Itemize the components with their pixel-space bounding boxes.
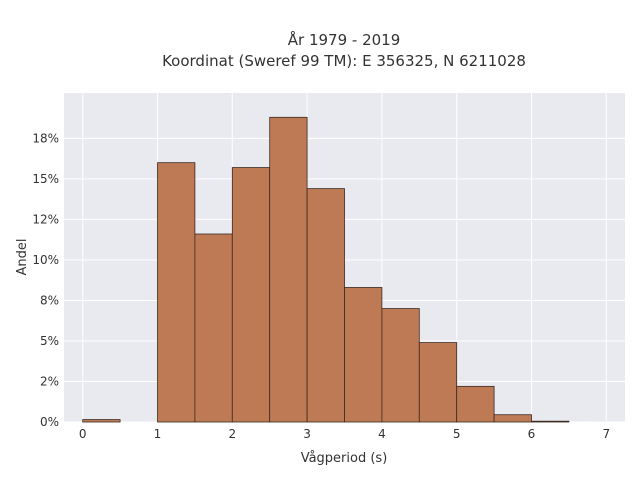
x-tick-label-0: 0 <box>79 427 87 441</box>
chart-title-line-2: Koordinat (Sweref 99 TM): E 356325, N 62… <box>162 52 526 70</box>
histogram-bar-12 <box>531 420 570 423</box>
x-axis-ticks: 0 1 2 3 4 5 6 7 <box>79 427 610 441</box>
histogram-bar-2 <box>157 162 196 423</box>
histogram-bar-9 <box>418 342 458 423</box>
histogram-bar-11 <box>493 414 532 423</box>
histogram-bar-8 <box>381 308 420 423</box>
histogram-bar-3 <box>194 233 233 423</box>
y-tick-label-6: 15% <box>32 172 59 186</box>
histogram-bar-4 <box>231 167 271 423</box>
y-tick-label-4: 10% <box>32 253 59 267</box>
chart-title-line-1: År 1979 - 2019 <box>288 30 401 49</box>
x-axis-label: Vågperiod (s) <box>301 451 388 466</box>
y-tick-label-3: 8% <box>40 293 59 307</box>
y-tick-label-1: 2% <box>40 374 59 388</box>
histogram-bar-7 <box>344 287 383 423</box>
y-axis-ticks: 0% 2% 5% 8% 10% 12% 15% 18% <box>32 131 59 429</box>
x-tick-label-4: 4 <box>378 427 386 441</box>
histogram-bar-6 <box>306 188 345 423</box>
x-tick-label-6: 6 <box>528 427 536 441</box>
x-tick-label-2: 2 <box>228 427 236 441</box>
x-tick-label-3: 3 <box>303 427 311 441</box>
histogram-bar-0 <box>82 419 121 423</box>
y-tick-label-2: 5% <box>40 334 59 348</box>
y-tick-label-0: 0% <box>40 415 59 429</box>
x-tick-label-1: 1 <box>154 427 162 441</box>
histogram-bar-5 <box>269 116 308 423</box>
y-tick-label-7: 18% <box>32 131 59 145</box>
y-axis-label: Andel <box>15 239 30 276</box>
x-tick-label-7: 7 <box>602 427 610 441</box>
y-tick-label-5: 12% <box>32 212 59 226</box>
x-tick-label-5: 5 <box>453 427 461 441</box>
bars <box>82 116 570 423</box>
histogram-bar-10 <box>456 385 495 423</box>
